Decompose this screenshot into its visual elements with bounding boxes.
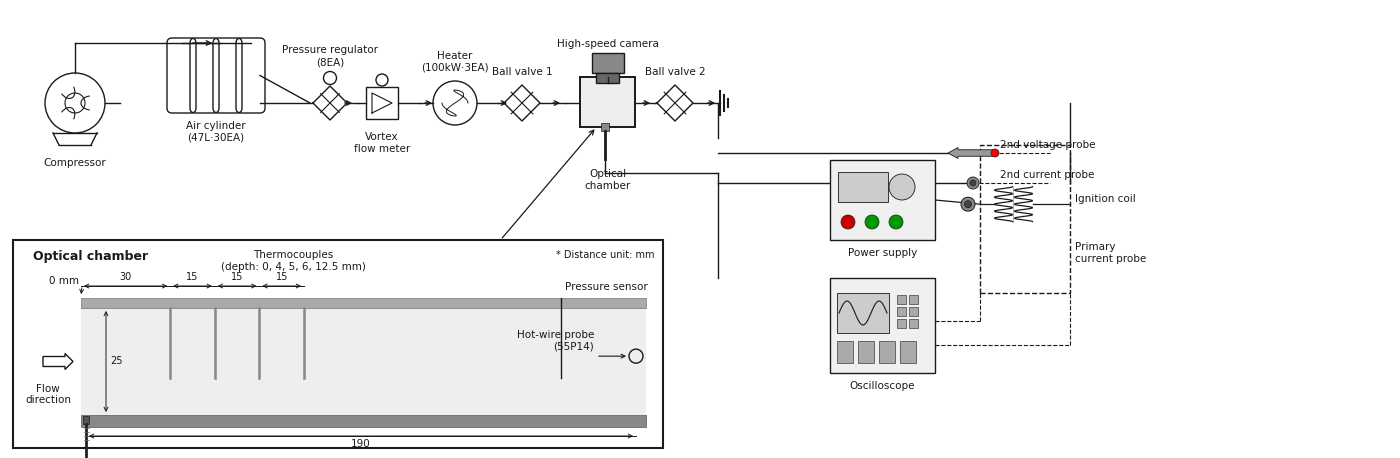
Text: Power supply: Power supply <box>848 248 917 258</box>
Bar <box>580 77 636 127</box>
Bar <box>909 295 918 304</box>
Text: Flow
direction: Flow direction <box>25 383 71 405</box>
Bar <box>837 341 853 363</box>
Bar <box>837 293 889 333</box>
Text: Compressor: Compressor <box>43 158 106 168</box>
Text: * Distance unit: mm: * Distance unit: mm <box>557 250 655 260</box>
Text: 190: 190 <box>351 439 371 449</box>
Text: Optical
chamber: Optical chamber <box>584 169 630 191</box>
Text: Heater
(100kW·3EA): Heater (100kW·3EA) <box>421 51 489 73</box>
Text: Vortex
flow meter: Vortex flow meter <box>354 132 410 153</box>
Circle shape <box>889 215 903 229</box>
Text: Primary
current probe: Primary current probe <box>1075 242 1147 264</box>
Circle shape <box>889 174 916 200</box>
Bar <box>858 341 874 363</box>
Text: Pressure sensor: Pressure sensor <box>566 282 648 292</box>
Text: Ball valve 2: Ball valve 2 <box>644 67 706 77</box>
Text: 15: 15 <box>186 272 199 282</box>
Bar <box>81 308 645 415</box>
Text: 2nd current probe: 2nd current probe <box>1000 170 1095 180</box>
Text: Air cylinder
(47L·30EA): Air cylinder (47L·30EA) <box>186 121 246 142</box>
Bar <box>830 160 935 240</box>
Circle shape <box>991 149 1000 157</box>
Bar <box>980 145 1070 293</box>
Text: 15: 15 <box>276 272 288 282</box>
Bar <box>365 87 398 119</box>
Text: 25: 25 <box>111 356 123 366</box>
Text: 0 mm: 0 mm <box>49 276 78 286</box>
Text: Thermocouples
(depth: 0, 4, 5, 6, 12.5 mm): Thermocouples (depth: 0, 4, 5, 6, 12.5 m… <box>221 250 365 272</box>
Bar <box>601 123 609 131</box>
Text: 15: 15 <box>231 272 244 282</box>
Ellipse shape <box>960 197 974 211</box>
Bar <box>897 319 906 328</box>
FancyArrow shape <box>43 354 73 370</box>
Bar <box>81 298 645 308</box>
Bar <box>839 172 888 202</box>
FancyArrow shape <box>948 147 993 158</box>
Ellipse shape <box>970 180 976 186</box>
Text: 2nd voltage probe: 2nd voltage probe <box>1000 140 1095 150</box>
Bar <box>897 295 906 304</box>
Text: Oscilloscope: Oscilloscope <box>850 381 916 391</box>
Text: 30: 30 <box>119 272 132 282</box>
Bar <box>596 73 619 83</box>
Text: Pressure regulator
(8EA): Pressure regulator (8EA) <box>281 45 378 67</box>
Text: Hot-wire probe
(55P14): Hot-wire probe (55P14) <box>517 330 594 351</box>
Bar <box>830 278 935 373</box>
Bar <box>83 416 90 424</box>
Text: Ball valve 1: Ball valve 1 <box>491 67 553 77</box>
Bar <box>81 415 645 427</box>
Text: Optical chamber: Optical chamber <box>34 250 148 263</box>
Bar <box>909 319 918 328</box>
Ellipse shape <box>965 201 972 207</box>
Circle shape <box>841 215 855 229</box>
Bar <box>879 341 895 363</box>
Bar <box>900 341 916 363</box>
Bar <box>13 240 664 448</box>
Circle shape <box>865 215 879 229</box>
Ellipse shape <box>967 177 979 189</box>
Bar <box>897 307 906 316</box>
Bar <box>909 307 918 316</box>
Text: Ignition coil: Ignition coil <box>1075 194 1135 204</box>
Text: High-speed camera: High-speed camera <box>557 39 658 49</box>
Bar <box>591 53 623 73</box>
